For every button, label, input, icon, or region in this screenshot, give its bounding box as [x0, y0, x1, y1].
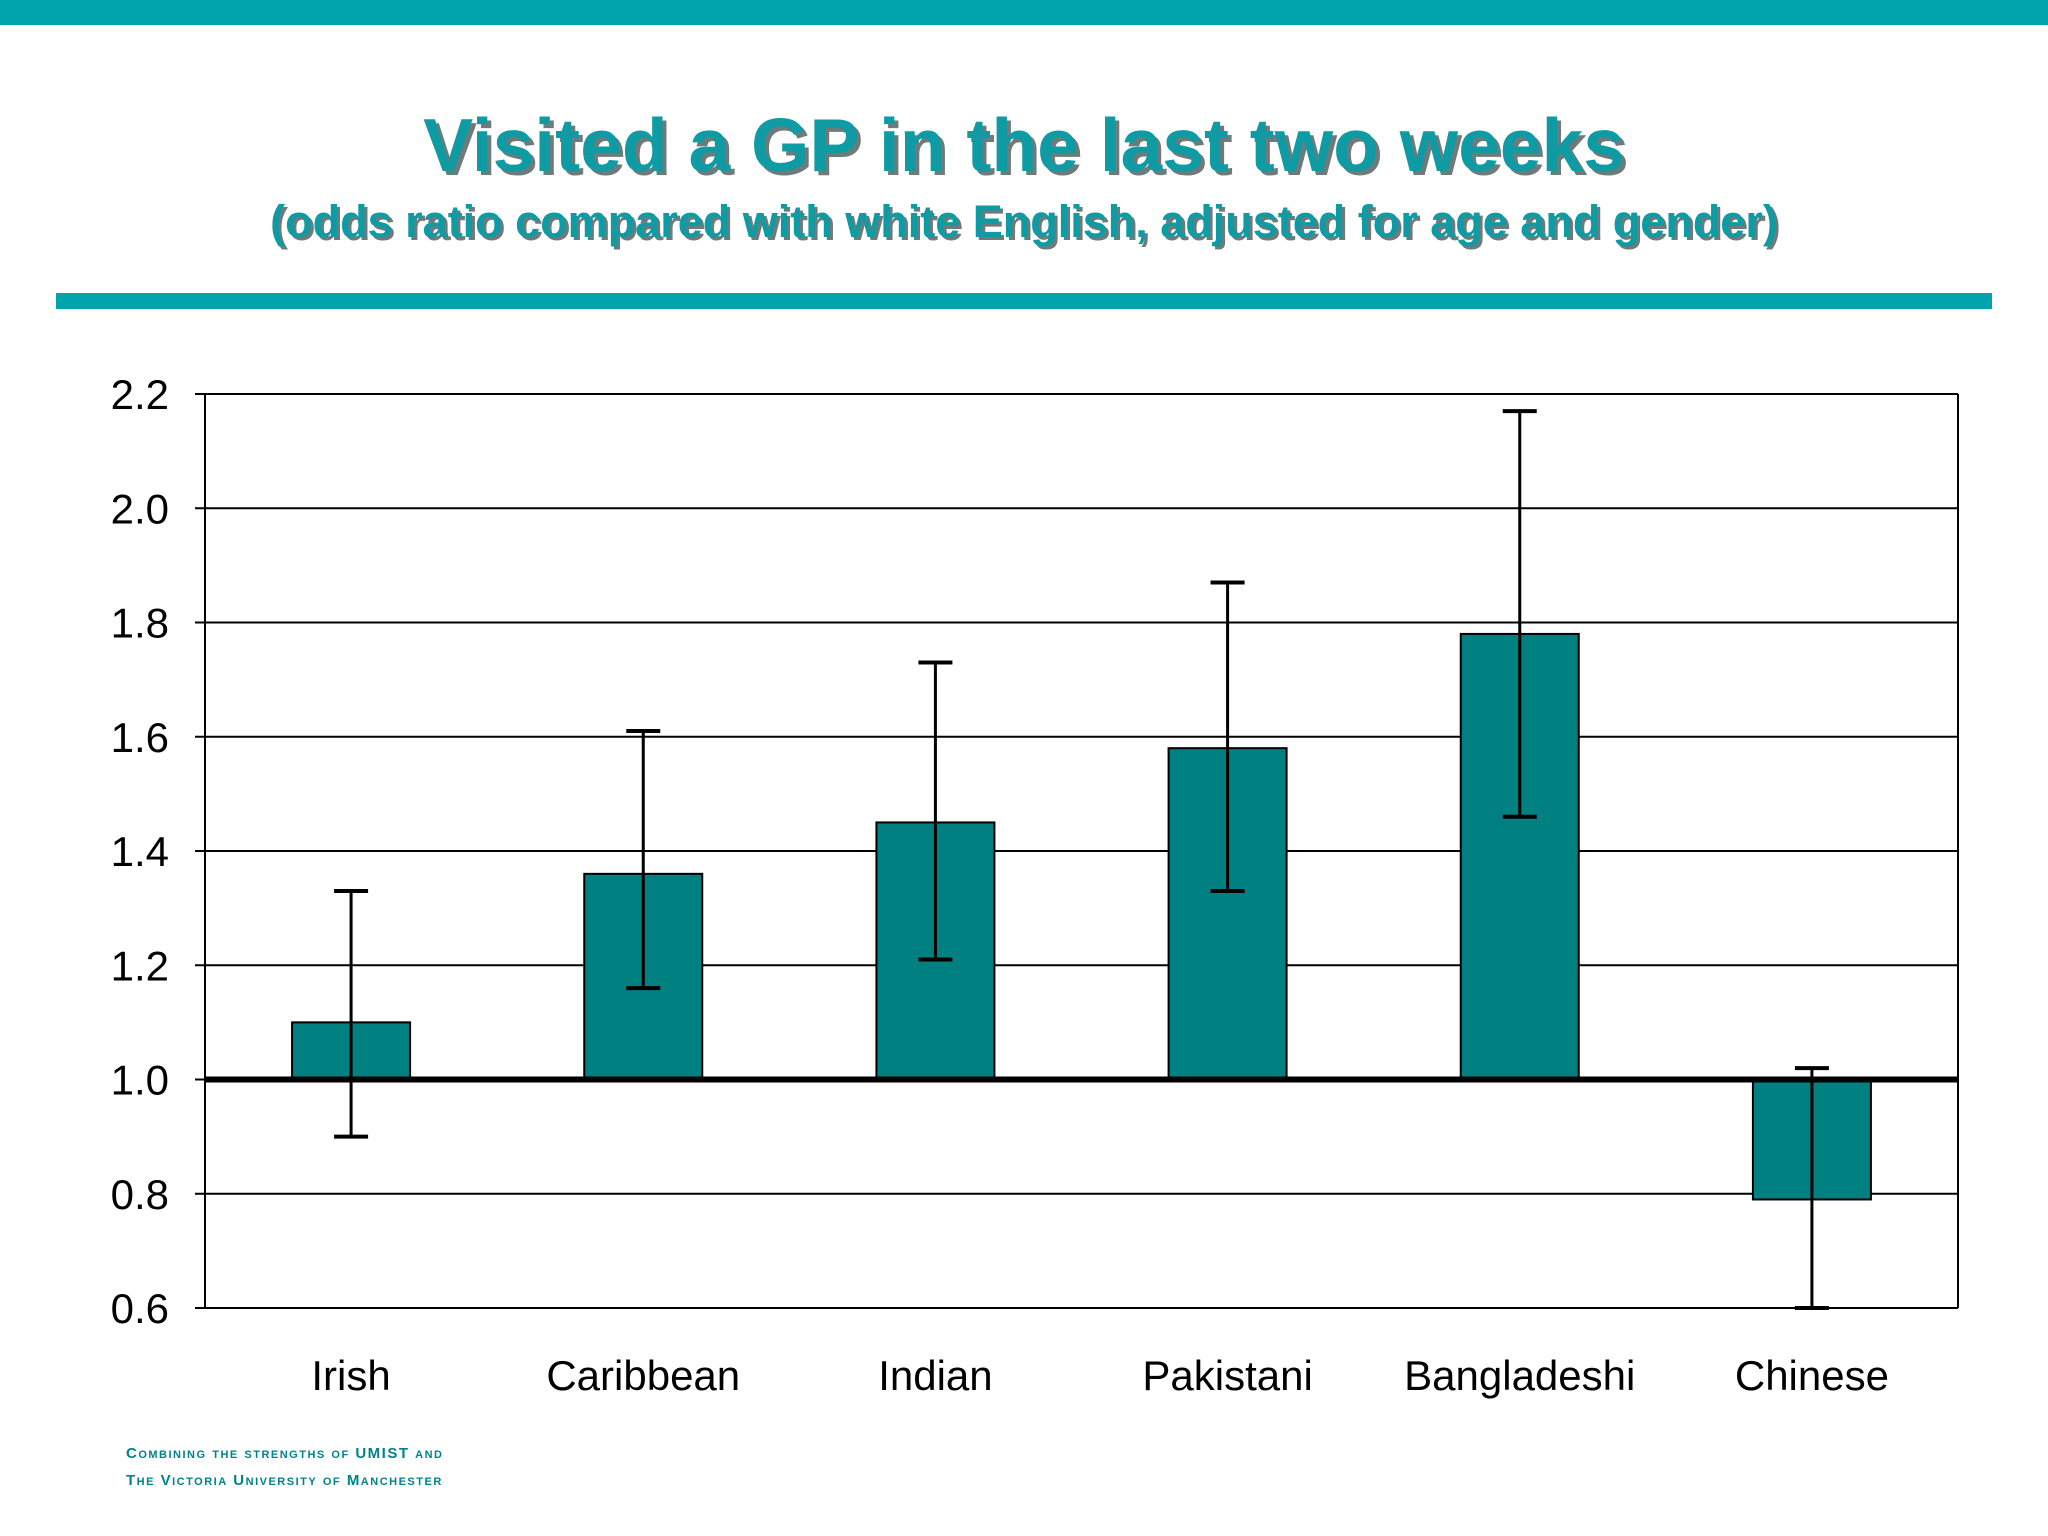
y-tick-label: 1.8 [111, 600, 169, 647]
x-category-label: Chinese [1735, 1352, 1889, 1399]
gridlines [205, 393, 1958, 1309]
slide-title: Visited a GP in the last two weeks [423, 103, 1625, 187]
x-category-label: Pakistani [1142, 1352, 1312, 1399]
slide-subtitle: (odds ratio compared with white English,… [270, 196, 1778, 247]
axis-labels: 0.6 0.8 1.0 1.2 1.4 1.6 1.8 2.0 2.2 Irish Caribbea… [111, 371, 1889, 1399]
axes [195, 393, 1959, 1309]
x-category-label: Bangladeshi [1404, 1352, 1635, 1399]
error-bars [334, 409, 1829, 1310]
footer-line-1: Combining the strengths of UMIST and [126, 1445, 444, 1462]
y-tick-label: 0.6 [111, 1285, 169, 1332]
x-category-label: Caribbean [546, 1352, 740, 1399]
y-tick-label: 2.2 [111, 371, 169, 418]
footer-line-2: The Victoria University of Manchester [126, 1472, 443, 1489]
x-category-label: Indian [878, 1352, 992, 1399]
bars [291, 632, 1872, 1201]
y-tick-label: 1.6 [111, 714, 169, 761]
x-category-label: Irish [311, 1352, 390, 1399]
y-tick-label: 0.8 [111, 1171, 169, 1218]
top-accent-bar [0, 0, 2048, 25]
title-divider [56, 293, 1992, 309]
y-tick-label: 1.0 [111, 1057, 169, 1104]
y-tick-label: 2.0 [111, 485, 169, 532]
y-tick-label: 1.2 [111, 942, 169, 989]
y-tick-label: 1.4 [111, 828, 169, 875]
footer-credit: Combining the strengths of UMIST and The… [126, 1440, 444, 1494]
